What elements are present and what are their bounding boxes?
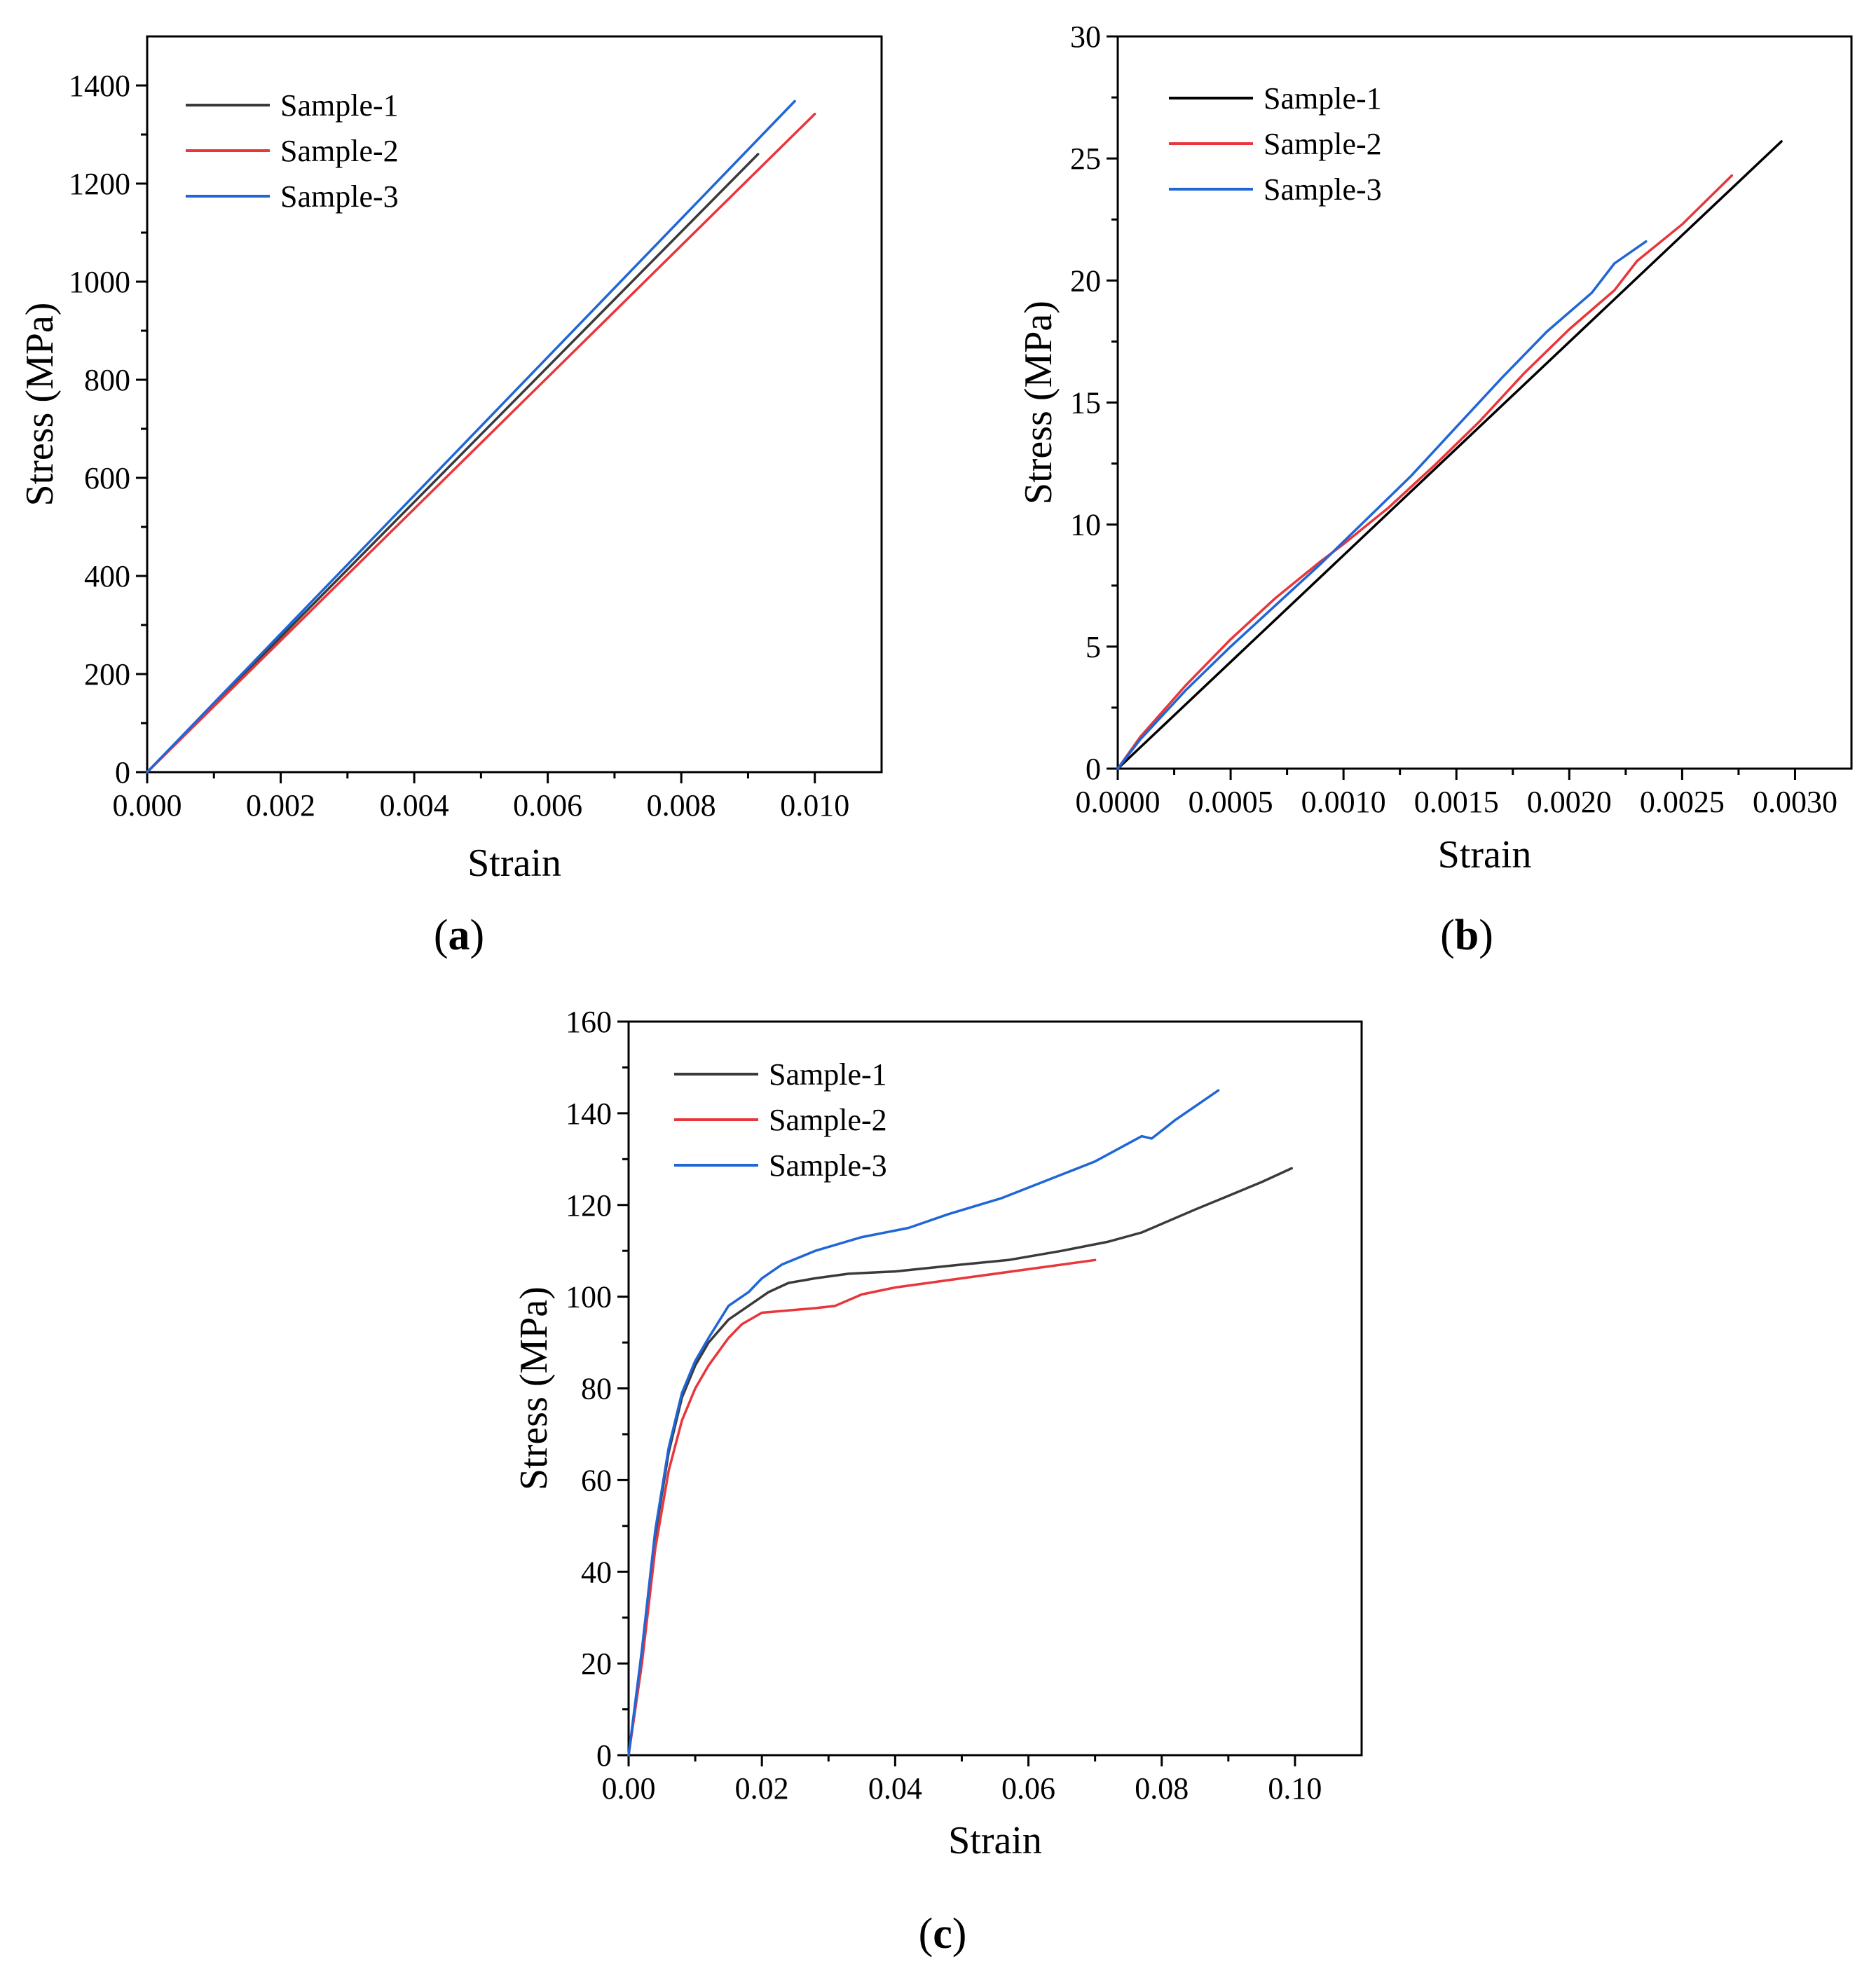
y-tick-label: 5 [1086,630,1101,664]
x-tick-label: 0.010 [780,788,849,823]
x-tick-label: 0.08 [1135,1771,1189,1806]
panel-label-open-paren: ( [434,912,449,959]
panel-label: (c) [919,1910,967,1958]
legend-label: Sample-3 [280,179,399,214]
legend-label: Sample-1 [280,88,399,123]
y-tick-label: 30 [1070,20,1101,54]
panel-label: (b) [1440,912,1493,959]
series-line-sample-3 [627,1089,1220,1757]
series-line-sample-1 [1116,140,1783,770]
x-tick-label: 0.0015 [1414,785,1499,819]
y-tick-label: 80 [581,1372,612,1406]
legend-label: Sample-2 [280,134,399,168]
chart-panel-a: 0.000 0.002 0.004 0.006 0.008 0.010 0 200 400 600… [18,35,883,959]
y-tick-label: 0 [1086,752,1101,786]
y-tick-label: 800 [84,363,130,397]
x-tick-label: 0.00 [602,1771,656,1806]
y-tick-label: 20 [581,1647,612,1681]
series-line-sample-1 [146,153,760,774]
panel-label-letter: c [933,1910,952,1958]
y-tick-label: 200 [84,657,130,692]
y-axis-title: Stress (MPa) [512,1286,556,1490]
x-tick-label: 0.008 [647,788,716,823]
legend: Sample-1 Sample-2 Sample-3 [186,88,399,214]
panel-label: (a) [434,912,484,959]
legend: Sample-1 Sample-2 Sample-3 [1169,81,1382,207]
series-line-sample-2 [146,112,816,774]
legend-label: Sample-3 [1264,172,1382,207]
series-line-sample-2 [627,1258,1097,1757]
y-tick-label: 1400 [69,69,130,103]
legend-label: Sample-2 [1264,127,1382,161]
y-tick-label: 10 [1070,508,1101,542]
x-axis-title: Strain [1438,833,1532,877]
y-axis-title: Stress (MPa) [1017,301,1060,504]
panel-label-letter: a [449,912,470,959]
series-line-sample-1 [627,1167,1293,1757]
x-tick-label: 0.0030 [1753,785,1837,819]
x-tick-label: 0.002 [246,788,315,823]
panel-label-close-paren: ) [952,1910,967,1958]
plot-frame [146,35,883,774]
chart-panel-c: 0.00 0.02 0.04 0.06 0.08 0.10 0 20 40 60 80 100 120 1… [512,1005,1363,1958]
x-axis-title: Strain [948,1819,1042,1862]
series-line-sample-3 [1116,240,1648,770]
x-tick-label: 0.0020 [1527,785,1612,819]
series-line-sample-2 [1116,174,1734,770]
panel-label-letter: b [1455,912,1479,959]
y-tick-label: 100 [566,1280,612,1314]
y-tick-label: 160 [566,1005,612,1039]
x-tick-label: 0.02 [735,1771,789,1806]
y-tick-label: 20 [1070,263,1101,298]
x-axis-title: Strain [467,842,561,885]
legend-label: Sample-3 [769,1148,887,1183]
y-tick-label: 400 [84,559,130,593]
x-tick-label: 0.06 [1001,1771,1055,1806]
y-tick-label: 120 [566,1188,612,1223]
legend-label: Sample-2 [769,1103,887,1137]
x-tick-label: 0.0010 [1301,785,1386,819]
y-tick-label: 25 [1070,142,1101,176]
plot-frame [627,1020,1363,1757]
legend-label: Sample-1 [1264,81,1382,116]
y-tick-label: 140 [566,1097,612,1131]
x-tick-label: 0.0000 [1076,785,1160,819]
y-tick-label: 1200 [69,167,130,201]
y-tick-label: 60 [581,1463,612,1497]
panel-label-open-paren: ( [919,1910,933,1958]
y-tick-label: 40 [581,1555,612,1589]
legend-label: Sample-1 [769,1057,887,1092]
x-tick-label: 0.000 [113,788,182,823]
y-tick-label: 1000 [69,265,130,299]
y-tick-label: 0 [115,755,130,790]
x-tick-label: 0.0025 [1640,785,1725,819]
legend: Sample-1 Sample-2 Sample-3 [674,1057,887,1183]
x-tick-label: 0.0005 [1189,785,1273,819]
x-tick-label: 0.004 [380,788,449,823]
y-axis-title: Stress (MPa) [18,303,62,507]
series-line-sample-3 [146,99,796,774]
panel-label-close-paren: ) [1479,912,1493,959]
x-tick-label: 0.006 [513,788,582,823]
x-tick-label: 0.04 [868,1771,922,1806]
chart-panel-b: 0.0000 0.0005 0.0010 0.0015 0.0020 0.0025 0.00… [1017,20,1853,959]
panel-label-open-paren: ( [1440,912,1455,959]
panel-label-close-paren: ) [470,912,485,959]
y-tick-label: 0 [596,1738,612,1773]
x-tick-label: 0.10 [1268,1771,1322,1806]
y-tick-label: 600 [84,461,130,495]
plot-frame [1116,35,1853,770]
y-tick-label: 15 [1070,386,1101,420]
